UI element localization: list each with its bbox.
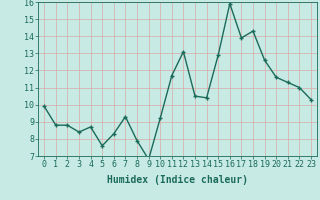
X-axis label: Humidex (Indice chaleur): Humidex (Indice chaleur) <box>107 175 248 185</box>
